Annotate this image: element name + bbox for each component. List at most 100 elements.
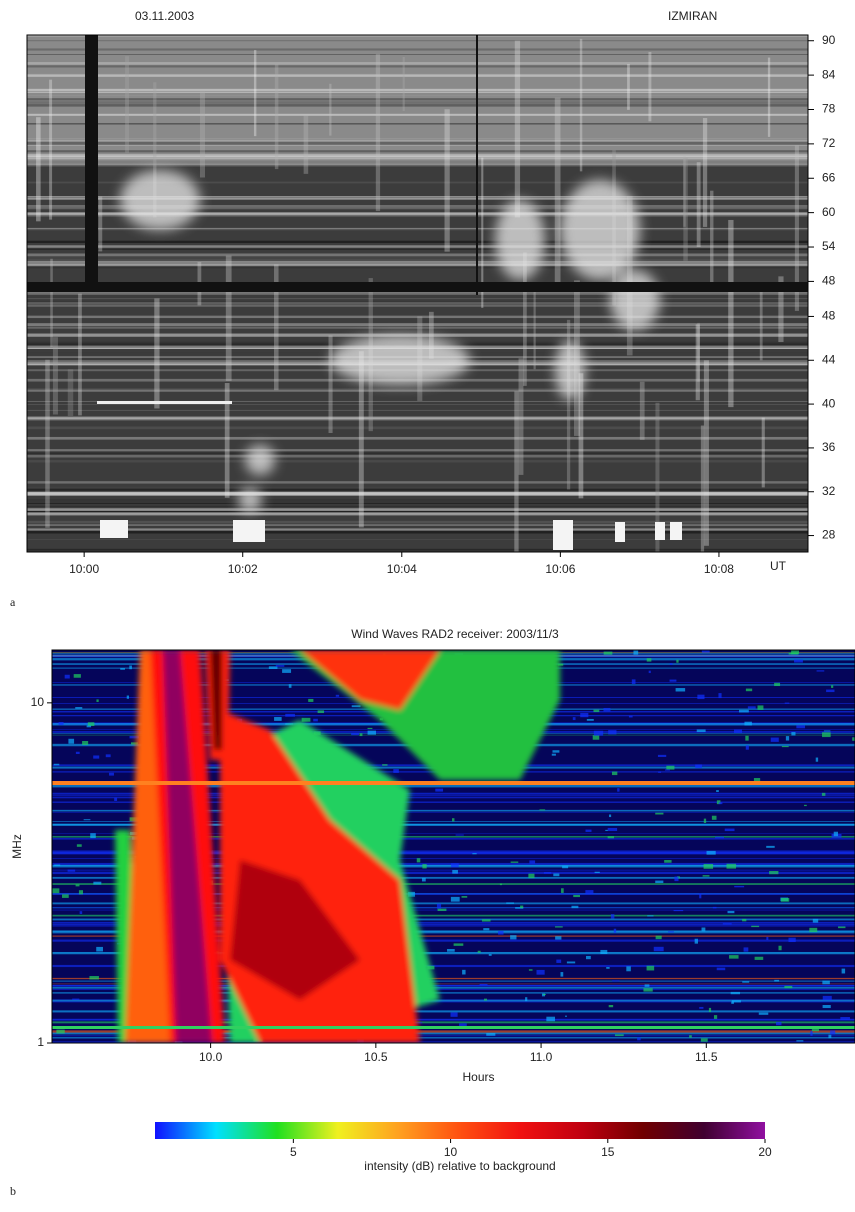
texture xyxy=(796,725,805,728)
y-tick-label: 40 xyxy=(822,396,836,410)
texture xyxy=(632,679,636,684)
texture xyxy=(776,1022,781,1025)
texture xyxy=(438,909,447,911)
texture xyxy=(77,844,82,847)
texture xyxy=(649,671,651,673)
texture xyxy=(612,980,619,981)
texture xyxy=(648,52,651,121)
texture xyxy=(728,911,735,913)
texture xyxy=(27,89,808,92)
texture xyxy=(697,162,701,247)
texture xyxy=(842,969,845,974)
y-tick-label: 84 xyxy=(822,67,836,81)
texture xyxy=(393,769,399,773)
texture xyxy=(561,888,564,893)
x-tick-label: 10:00 xyxy=(69,562,99,576)
texture xyxy=(452,818,454,821)
texture xyxy=(666,766,674,770)
texture xyxy=(573,717,576,720)
texture xyxy=(611,914,614,918)
texture xyxy=(308,699,313,702)
texture xyxy=(573,895,580,897)
texture xyxy=(539,809,545,810)
texture xyxy=(615,1034,624,1036)
texture xyxy=(643,988,652,991)
texture xyxy=(734,729,742,733)
x-tick-label: 11.5 xyxy=(695,1050,718,1064)
texture xyxy=(609,1005,613,1007)
texture xyxy=(658,771,661,772)
texture xyxy=(552,754,556,756)
texture xyxy=(828,1035,831,1038)
texture xyxy=(27,259,808,260)
texture xyxy=(593,710,599,712)
texture xyxy=(742,919,746,921)
texture xyxy=(482,919,491,921)
texture xyxy=(27,481,808,483)
texture xyxy=(27,142,808,145)
texture xyxy=(571,906,578,908)
texture xyxy=(626,966,631,971)
texture xyxy=(282,669,291,673)
y-tick-label: 48 xyxy=(822,309,836,323)
texture xyxy=(760,284,763,360)
texture xyxy=(606,967,609,969)
texture xyxy=(665,769,670,770)
texture xyxy=(617,788,619,791)
texture xyxy=(445,109,450,251)
texture xyxy=(791,650,799,654)
texture xyxy=(27,539,808,540)
texture xyxy=(54,764,60,766)
texture xyxy=(78,294,82,416)
texture xyxy=(403,57,405,111)
y-tick-label: 10 xyxy=(31,695,45,709)
texture xyxy=(664,860,671,863)
texture xyxy=(27,460,808,463)
texture xyxy=(840,1017,850,1020)
texture xyxy=(612,772,617,776)
texture xyxy=(27,457,808,459)
texture xyxy=(556,960,561,963)
texture xyxy=(27,74,808,77)
colorbar-label: intensity (dB) relative to background xyxy=(364,1159,555,1173)
texture xyxy=(838,926,845,928)
texture xyxy=(276,665,285,667)
texture xyxy=(76,884,80,886)
y-tick-label: 66 xyxy=(822,170,836,184)
texture xyxy=(62,894,69,898)
texture xyxy=(54,865,60,866)
texture xyxy=(823,996,832,1000)
texture xyxy=(543,994,546,995)
texture xyxy=(114,798,117,801)
texture xyxy=(560,972,563,977)
texture xyxy=(59,722,64,725)
texture xyxy=(96,699,98,702)
texture xyxy=(27,417,808,420)
texture xyxy=(90,833,96,838)
texture xyxy=(27,161,808,164)
texture xyxy=(647,915,653,916)
y-axis-label: MHz xyxy=(10,834,24,859)
texture xyxy=(368,731,376,735)
texture xyxy=(519,358,524,475)
texture xyxy=(822,732,831,737)
annotation: IZMIRAN xyxy=(668,9,717,23)
texture xyxy=(587,719,594,721)
x-tick-label: 10:08 xyxy=(704,562,734,576)
texture xyxy=(510,935,516,939)
texture xyxy=(74,674,81,678)
texture xyxy=(27,437,808,440)
texture xyxy=(655,403,659,566)
annotation: 03.11.2003 xyxy=(135,9,194,23)
texture xyxy=(655,813,663,815)
texture xyxy=(27,404,808,405)
texture xyxy=(27,266,808,268)
texture xyxy=(422,864,426,868)
texture xyxy=(701,426,704,578)
texture xyxy=(608,828,617,831)
texture xyxy=(707,851,716,855)
texture xyxy=(810,1031,812,1036)
texture xyxy=(729,955,739,959)
texture xyxy=(609,815,611,818)
texture xyxy=(608,730,616,734)
